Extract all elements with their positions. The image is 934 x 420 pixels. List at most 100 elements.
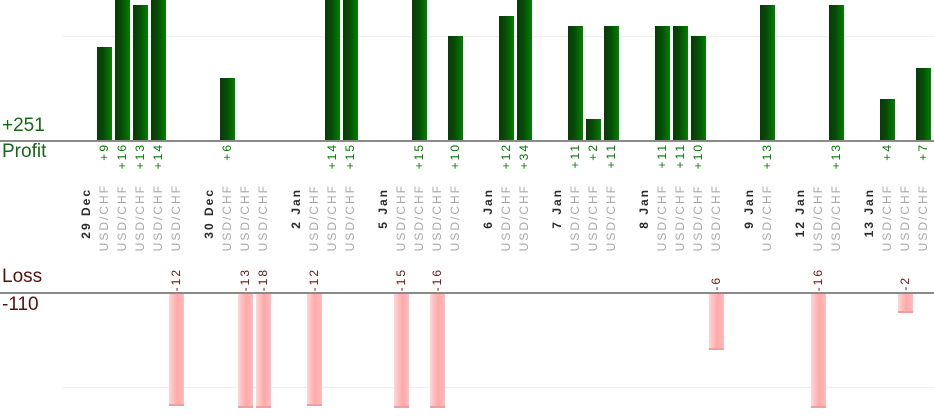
profit-bar: [150, 0, 166, 140]
date-label-text: 12 Jan: [793, 188, 807, 238]
instrument-label-text: USD/CHF: [811, 184, 825, 252]
profit-bar: [132, 5, 148, 140]
instrument-label: USD/CHF: [393, 184, 409, 251]
date-label: 29 Dec: [78, 188, 94, 239]
loss-value-label-text: -6: [709, 276, 723, 291]
profit-value-label-text: +11: [568, 143, 582, 169]
instrument-label-text: USD/CHF: [256, 184, 270, 252]
profit-value-label: +34: [516, 143, 532, 169]
date-label: 12 Jan: [792, 188, 808, 237]
date-label-text: 29 Dec: [79, 188, 93, 239]
loss-value-label: -12: [306, 268, 322, 291]
profit-value-label: +6: [219, 143, 235, 161]
instrument-label-text: USD/CHF: [430, 184, 444, 252]
loss-value-label: -18: [255, 268, 271, 291]
date-label: 6 Jan: [480, 188, 496, 229]
loss-value-label: -16: [810, 268, 826, 291]
instrument-label-text: USD/CHF: [151, 184, 165, 252]
instrument-label: USD/CHF: [150, 184, 166, 251]
instrument-label: USD/CHF: [219, 184, 235, 251]
instrument-label-text: USD/CHF: [655, 184, 669, 252]
profit-value-label-text: +2: [586, 143, 600, 161]
profit-bar: [690, 36, 706, 140]
profit-value-label: +9: [96, 143, 112, 161]
loss-value-label: -2: [897, 276, 913, 291]
instrument-label-text: USD/CHF: [829, 184, 843, 252]
instrument-label-text: USD/CHF: [133, 184, 147, 252]
profit-value-label-text: +16: [115, 143, 129, 170]
profit-axis-line: [0, 140, 934, 142]
instrument-label: USD/CHF: [168, 184, 184, 251]
instrument-label-text: USD/CHF: [709, 184, 723, 252]
instrument-label: USD/CHF: [324, 184, 340, 251]
instrument-label-text: USD/CHF: [97, 184, 111, 252]
instrument-label-text: USD/CHF: [169, 184, 183, 252]
loss-axis-line: [0, 292, 934, 294]
profit-bar: [447, 36, 463, 140]
profit-bar: [411, 0, 427, 140]
instrument-label-text: USD/CHF: [448, 184, 462, 252]
loss-bar: [393, 294, 409, 408]
profit-value-label-text: +15: [343, 143, 357, 170]
instrument-label-text: USD/CHF: [691, 184, 705, 252]
profit-value-label-text: +10: [691, 143, 705, 170]
instrument-label: USD/CHF: [810, 184, 826, 251]
profit-value-label: +15: [411, 143, 427, 169]
profit-value-label: +13: [132, 143, 148, 169]
loss-value-label: -13: [237, 268, 253, 291]
profit-bar: [114, 0, 130, 140]
loss-bar: [237, 294, 253, 408]
loss-bar: [708, 294, 724, 350]
profit-bar: [654, 26, 670, 140]
profit-bar: [879, 99, 895, 140]
instrument-label-text: USD/CHF: [238, 184, 252, 252]
instrument-label-text: USD/CHF: [880, 184, 894, 252]
profit-bar: [324, 0, 340, 140]
instrument-label: USD/CHF: [603, 184, 619, 251]
instrument-label: USD/CHF: [567, 184, 583, 251]
loss-total-label: -110: [2, 294, 39, 315]
loss-value-label: -6: [708, 276, 724, 291]
date-label-text: 6 Jan: [481, 188, 495, 229]
profit-value-label-text: +12: [499, 143, 513, 170]
profit-value-label-text: +11: [655, 143, 669, 169]
instrument-label: USD/CHF: [897, 184, 913, 251]
loss-axis-title: Loss: [2, 266, 43, 287]
instrument-label: USD/CHF: [690, 184, 706, 251]
loss-bar: [168, 294, 184, 406]
instrument-label-text: USD/CHF: [394, 184, 408, 252]
instrument-label: USD/CHF: [255, 184, 271, 251]
instrument-label: USD/CHF: [672, 184, 688, 251]
profit-value-label: +11: [672, 143, 688, 168]
instrument-label: USD/CHF: [915, 184, 931, 251]
loss-value-label-text: -16: [430, 267, 444, 291]
profit-bar: [96, 47, 112, 140]
instrument-label: USD/CHF: [654, 184, 670, 251]
profit-value-label-text: +13: [133, 143, 147, 170]
profit-total-label: +251: [2, 115, 45, 136]
profit-bar: [219, 78, 235, 140]
profit-value-label: +11: [567, 143, 583, 168]
date-label-text: 30 Dec: [202, 188, 216, 239]
loss-gridline: [63, 387, 934, 388]
profit-bar: [603, 26, 619, 140]
profit-value-label: +11: [603, 143, 619, 168]
loss-plot: [0, 294, 934, 408]
profit-value-label: +15: [342, 143, 358, 169]
profit-bar: [342, 0, 358, 140]
instrument-label-text: USD/CHF: [517, 184, 531, 252]
instrument-label: USD/CHF: [342, 184, 358, 251]
instrument-label-text: USD/CHF: [898, 184, 912, 252]
profit-value-label-text: +4: [880, 143, 894, 161]
instrument-label-text: USD/CHF: [220, 184, 234, 252]
profit-value-label-text: +13: [829, 143, 843, 170]
profit-value-label: +10: [690, 143, 706, 169]
loss-value-label: -12: [168, 268, 184, 291]
profit-value-label: +14: [150, 143, 166, 169]
instrument-label: USD/CHF: [879, 184, 895, 251]
instrument-label-text: USD/CHF: [760, 184, 774, 252]
date-label: 8 Jan: [636, 188, 652, 229]
date-label-text: 7 Jan: [550, 188, 564, 229]
instrument-label-text: USD/CHF: [604, 184, 618, 252]
